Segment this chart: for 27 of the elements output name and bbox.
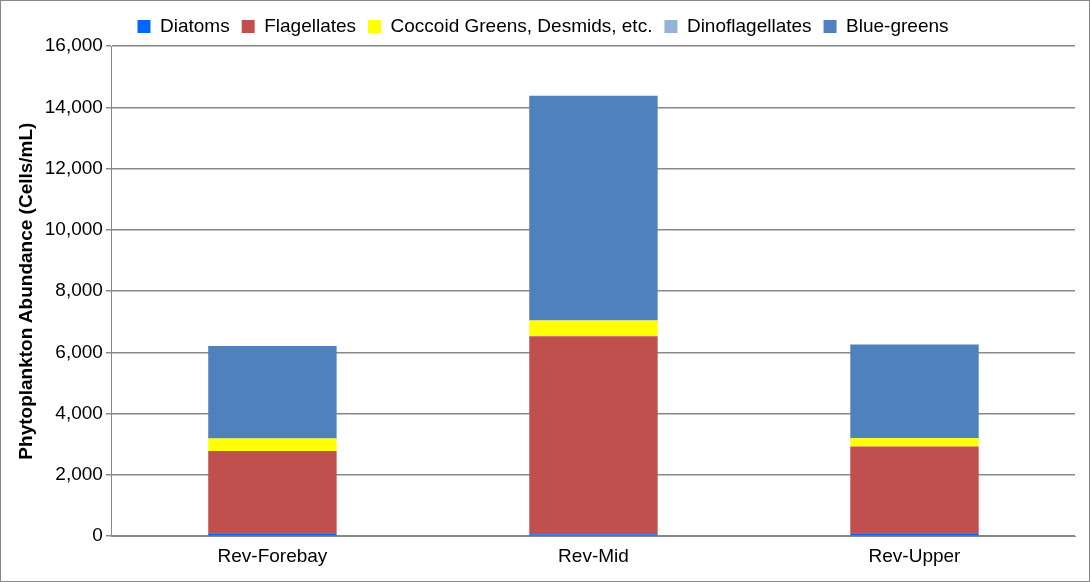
bar [529, 336, 658, 535]
y-axis-title: Phytoplankton Abundance (Cells/mL) [14, 122, 36, 460]
x-tick-label: Rev-Upper [868, 544, 962, 566]
bar [850, 438, 979, 447]
x-tick-label: Rev-Forebay [217, 544, 328, 566]
y-tick-label: 12,000 [44, 156, 103, 178]
bar [208, 451, 337, 534]
legend-label: Dinoflagellates [686, 14, 812, 36]
x-tick-label: Rev-Mid [558, 544, 629, 566]
bar [850, 446, 979, 534]
legend-label: Diatoms [159, 14, 230, 36]
bar [850, 344, 979, 439]
bar [208, 438, 337, 452]
y-tick-label: 0 [92, 524, 103, 546]
legend-label: Coccoid Greens, Desmids, etc. [390, 14, 653, 36]
bar [529, 95, 658, 321]
y-tick-label: 6,000 [55, 340, 103, 362]
y-tick-label: 14,000 [44, 95, 103, 117]
y-tick-label: 4,000 [55, 401, 103, 423]
y-tick-label: 10,000 [44, 218, 103, 240]
y-tick-label: 8,000 [55, 279, 103, 301]
bar [529, 320, 658, 337]
y-tick-label: 2,000 [55, 463, 103, 485]
legend-label: Blue-greens [846, 14, 949, 36]
y-tick-label: 16,000 [44, 34, 103, 56]
bar [208, 345, 337, 439]
legend-label: Flagellates [264, 14, 357, 36]
